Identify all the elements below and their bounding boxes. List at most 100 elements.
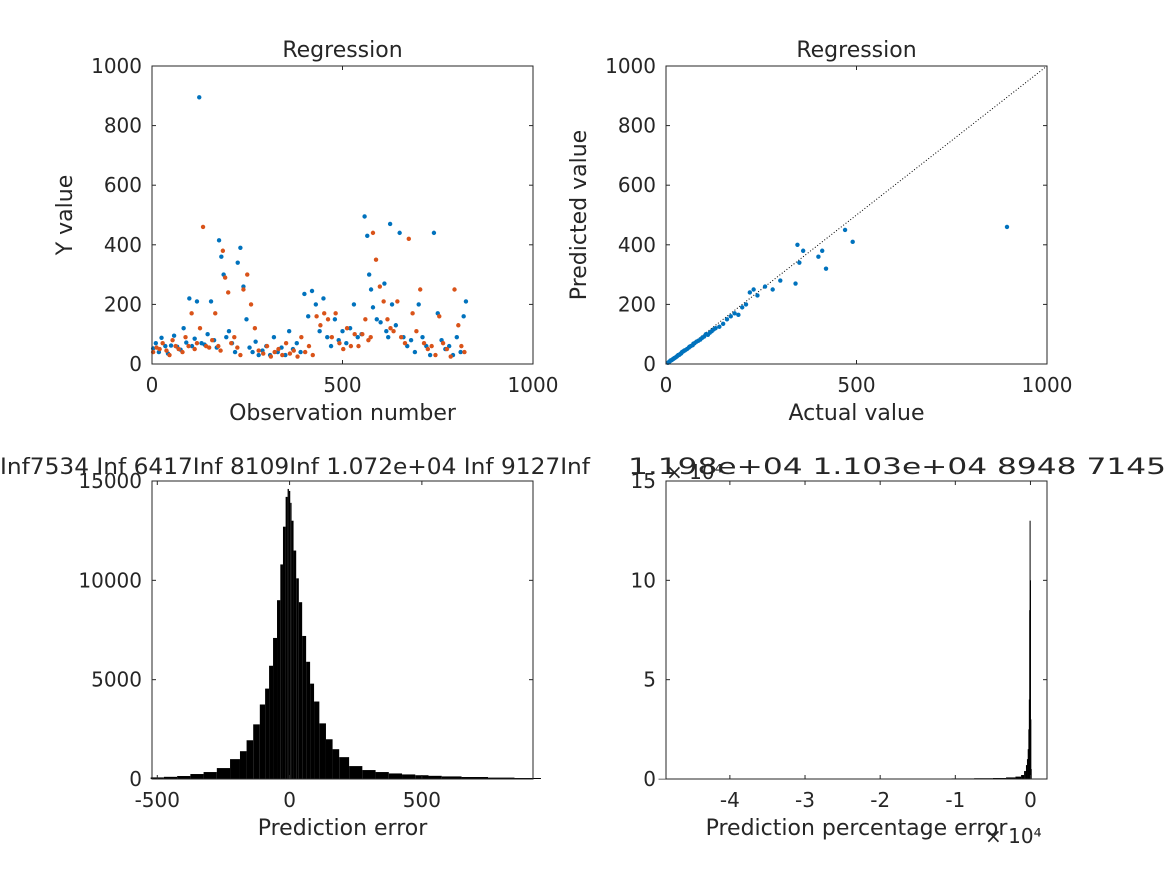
- observation-scatter-point-s0: [408, 337, 414, 343]
- percentage-error-histogram-bar: [1021, 775, 1025, 779]
- observation-scatter-point-s1: [440, 340, 446, 346]
- observation-scatter-point-s0: [189, 343, 195, 349]
- prediction-error-histogram-ytick-label: 5000: [91, 668, 142, 692]
- observation-scatter-point-s1: [170, 337, 175, 343]
- observation-scatter-point-s1: [352, 332, 357, 337]
- observation-scatter-point-s1: [456, 323, 461, 328]
- actual-vs-predicted-ytick-label: 1000: [605, 54, 656, 78]
- prediction-error-histogram-bar: [314, 701, 320, 779]
- observation-scatter-marks: [150, 95, 469, 359]
- actual-vs-predicted-ytick-label: 0: [643, 352, 656, 376]
- actual-vs-predicted-point-s0: [755, 293, 760, 298]
- actual-vs-predicted-point-s0: [816, 254, 821, 259]
- observation-scatter-point-s0: [463, 299, 469, 304]
- observation-scatter-point-s1: [167, 352, 172, 358]
- percentage-error-histogram-ytick-label: 0: [643, 767, 656, 791]
- observation-scatter-point-s1: [414, 329, 419, 334]
- actual-vs-predicted-point-s0: [720, 321, 726, 326]
- observation-scatter-point-s0: [244, 317, 249, 322]
- observation-scatter-point-s1: [462, 349, 467, 355]
- observation-scatter-point-s1: [388, 326, 393, 331]
- actual-vs-predicted-point-s0: [740, 305, 745, 310]
- observation-scatter-point-s1: [272, 349, 277, 355]
- observation-scatter-ticks: 0 500 1000 0 200 400 600 800 1000: [91, 54, 558, 397]
- observation-scatter-point-s1: [280, 352, 285, 358]
- observation-scatter-point-s1: [241, 287, 246, 292]
- observation-scatter-point-s0: [344, 340, 349, 346]
- observation-scatter-point-s0: [250, 349, 255, 355]
- observation-scatter-point-s0: [256, 352, 261, 358]
- observation-scatter-point-s1: [176, 346, 181, 352]
- observation-scatter-point-s1: [192, 346, 197, 352]
- observation-scatter-point-s0: [219, 254, 224, 259]
- observation-scatter-point-s0: [194, 299, 200, 304]
- observation-scatter-point-s0: [226, 329, 232, 334]
- observation-scatter-ytick-label: 200: [104, 292, 142, 316]
- observation-scatter-point-s1: [299, 334, 304, 340]
- prediction-error-histogram-xtick-label: 500: [403, 788, 441, 812]
- observation-scatter-point-s1: [322, 311, 327, 316]
- prediction-error-histogram-bar: [332, 749, 340, 779]
- percentage-error-histogram-axes: -4 -3 -2 -1 0 0 5 10 15 Prediction percentage er…: [631, 460, 1048, 848]
- prediction-error-histogram-bar: [277, 600, 281, 779]
- observation-scatter-point-s1: [218, 348, 223, 353]
- actual-vs-predicted-point-s0: [717, 324, 722, 329]
- observation-scatter-point-s1: [381, 299, 386, 304]
- actual-vs-predicted-ticks: 0 500 1000 0 200 400 600 800 1000: [605, 54, 1072, 397]
- observation-scatter-point-s1: [180, 349, 185, 355]
- percentage-error-histogram-bar: [1030, 719, 1032, 779]
- observation-scatter-point-s0: [187, 296, 192, 301]
- prediction-error-histogram-bar: [203, 772, 217, 779]
- observation-scatter-point-s1: [444, 346, 450, 352]
- observation-scatter-point-s1: [229, 340, 234, 346]
- percentage-histogram-overlay-labels: 1.198e+04 1.103e+04 8948 7145: [628, 455, 1166, 480]
- observation-scatter-point-s1: [368, 334, 373, 340]
- actual-vs-predicted-point-s0: [713, 326, 718, 331]
- actual-vs-predicted-point-s0: [747, 290, 753, 295]
- observation-scatter-point-s0: [416, 302, 421, 307]
- prediction-error-histogram-bar: [177, 776, 191, 779]
- observation-scatter-point-s1: [366, 337, 371, 343]
- prediction-error-histogram-bar: [273, 637, 278, 779]
- observation-scatter-point-s1: [433, 352, 438, 358]
- observation-scatter-point-s1: [437, 314, 442, 319]
- observation-scatter-point-s0: [332, 317, 338, 322]
- actual-vs-predicted-point-s0: [736, 312, 741, 318]
- actual-vs-predicted-marks: [665, 65, 1048, 366]
- actual-vs-predicted-ylabel: Predicted value: [567, 130, 592, 300]
- observation-scatter-point-s1: [391, 329, 396, 334]
- observation-scatter-point-s1: [421, 340, 427, 346]
- prediction-error-histogram-ytick-label: 10000: [78, 568, 142, 592]
- observation-scatter-point-s0: [298, 349, 303, 355]
- observation-scatter-xlabel: Observation number: [229, 401, 457, 426]
- observation-scatter-xtick-label: 0: [146, 373, 159, 397]
- observation-scatter-point-s1: [373, 257, 379, 262]
- prediction-error-histogram-bar: [298, 602, 303, 779]
- prediction-error-histogram-bar: [269, 665, 274, 779]
- prediction-error-histogram-xtick-label: -500: [135, 788, 180, 812]
- prediction-error-histogram-bar: [280, 564, 283, 779]
- actual-vs-predicted-ytick-label: 400: [618, 233, 656, 257]
- observation-scatter-ytick-label: 0: [129, 352, 142, 376]
- observation-scatter-point-s0: [283, 352, 288, 358]
- observation-scatter-point-s0: [431, 230, 437, 236]
- observation-scatter-point-s1: [276, 346, 281, 352]
- observation-scatter-point-s1: [245, 272, 250, 277]
- observation-scatter-point-s1: [197, 326, 203, 331]
- percentage-error-histogram-xtick-label: 0: [1024, 788, 1037, 812]
- observation-scatter-point-s0: [224, 334, 229, 340]
- observation-scatter-point-s1: [325, 317, 331, 322]
- prediction-error-histogram-bar: [461, 777, 489, 779]
- actual-vs-predicted-point-s0: [743, 302, 749, 307]
- percentage-error-histogram-ticks: -4 -3 -2 -1 0 0 5 10 15: [631, 469, 1047, 812]
- observation-scatter-point-s0: [271, 334, 277, 340]
- observation-scatter-point-s0: [216, 238, 222, 243]
- observation-scatter-point-s1: [459, 343, 464, 349]
- prediction-error-histogram-bar: [296, 578, 299, 779]
- actual-vs-predicted-point-s0: [762, 284, 768, 289]
- observation-scatter-point-s0: [328, 343, 334, 349]
- actual-vs-predicted-xtick-label: 500: [837, 373, 875, 397]
- observation-scatter-ytick-label: 800: [104, 114, 142, 138]
- prediction-error-histogram-xlabel: Prediction error: [258, 816, 428, 841]
